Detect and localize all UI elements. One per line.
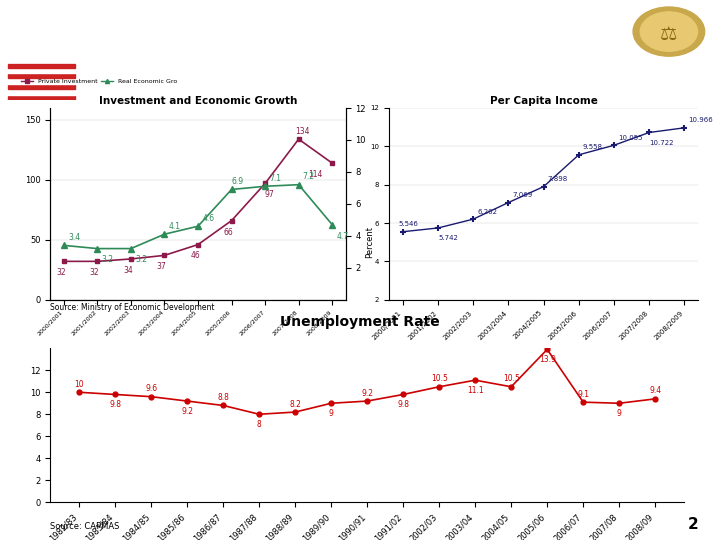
Text: 9: 9: [617, 409, 621, 418]
Circle shape: [640, 12, 698, 51]
Text: 10.722: 10.722: [649, 140, 674, 146]
Text: 4.6: 4.6: [202, 214, 215, 222]
Text: 97: 97: [264, 191, 274, 199]
Text: 7.069: 7.069: [513, 192, 533, 198]
Text: 32: 32: [56, 268, 66, 277]
Text: 32: 32: [90, 268, 99, 277]
Text: 10: 10: [74, 380, 84, 389]
Text: Growth & Investment: Growth & Investment: [140, 16, 441, 40]
Text: 10.055: 10.055: [618, 135, 643, 141]
Title: Investment and Economic Growth: Investment and Economic Growth: [99, 96, 297, 106]
Text: 11.1: 11.1: [467, 386, 484, 395]
Text: Source: Ministry of Economic Development: Source: Ministry of Economic Development: [50, 303, 215, 313]
Text: 10.966: 10.966: [688, 117, 714, 123]
Text: EGP billion: EGP billion: [0, 181, 1, 226]
Text: 3.2: 3.2: [135, 255, 147, 265]
Text: 4.7: 4.7: [336, 232, 348, 240]
Text: 9.1: 9.1: [577, 389, 589, 399]
Text: 8: 8: [257, 420, 261, 429]
Bar: [9, 85, 75, 89]
Text: 9.8: 9.8: [109, 400, 121, 409]
Text: 114: 114: [308, 170, 323, 179]
Text: Source: CAPMAS: Source: CAPMAS: [50, 522, 120, 531]
Text: 9.6: 9.6: [145, 384, 157, 393]
Text: 9.4: 9.4: [649, 386, 661, 395]
Text: 5.546: 5.546: [399, 221, 418, 227]
Text: ⚖: ⚖: [660, 25, 678, 45]
Bar: [9, 69, 75, 73]
Text: 7.2: 7.2: [303, 172, 315, 181]
Bar: [9, 80, 75, 84]
Text: 9.8: 9.8: [397, 400, 409, 409]
Text: 8.8: 8.8: [217, 393, 229, 402]
Text: Unemployment Rate: Unemployment Rate: [280, 315, 440, 329]
Text: 10.5: 10.5: [431, 374, 448, 383]
Text: 9.2: 9.2: [361, 388, 373, 397]
Text: Percent: Percent: [365, 226, 374, 258]
Text: 13.9: 13.9: [539, 355, 556, 364]
Text: 46: 46: [190, 252, 200, 260]
Text: 34: 34: [123, 266, 133, 275]
Text: 9.558: 9.558: [583, 144, 603, 150]
Text: 134: 134: [295, 126, 310, 136]
Circle shape: [633, 7, 705, 56]
Text: 5.742: 5.742: [438, 235, 458, 241]
Title: Per Capita Income: Per Capita Income: [490, 96, 598, 106]
Text: 2: 2: [688, 517, 698, 532]
Text: 7.1: 7.1: [269, 174, 282, 183]
Legend: Private Investment, Real Economic Gro: Private Investment, Real Economic Gro: [18, 77, 180, 87]
Text: 66: 66: [224, 227, 234, 237]
Bar: [9, 91, 75, 94]
Text: 3.2: 3.2: [102, 255, 114, 265]
Text: 9: 9: [329, 409, 333, 418]
Text: 37: 37: [157, 262, 166, 271]
Text: 7.898: 7.898: [548, 176, 568, 182]
Text: 4.1: 4.1: [168, 221, 181, 231]
Text: 3.4: 3.4: [68, 233, 80, 242]
Bar: [9, 96, 75, 100]
Bar: [9, 75, 75, 78]
Text: 10.5: 10.5: [503, 374, 520, 383]
Text: 9.2: 9.2: [181, 407, 193, 416]
Text: 6.202: 6.202: [477, 208, 498, 214]
Text: 6.9: 6.9: [232, 177, 243, 186]
Bar: [9, 64, 75, 68]
Text: 8.2: 8.2: [289, 400, 301, 408]
Bar: [9, 58, 75, 62]
